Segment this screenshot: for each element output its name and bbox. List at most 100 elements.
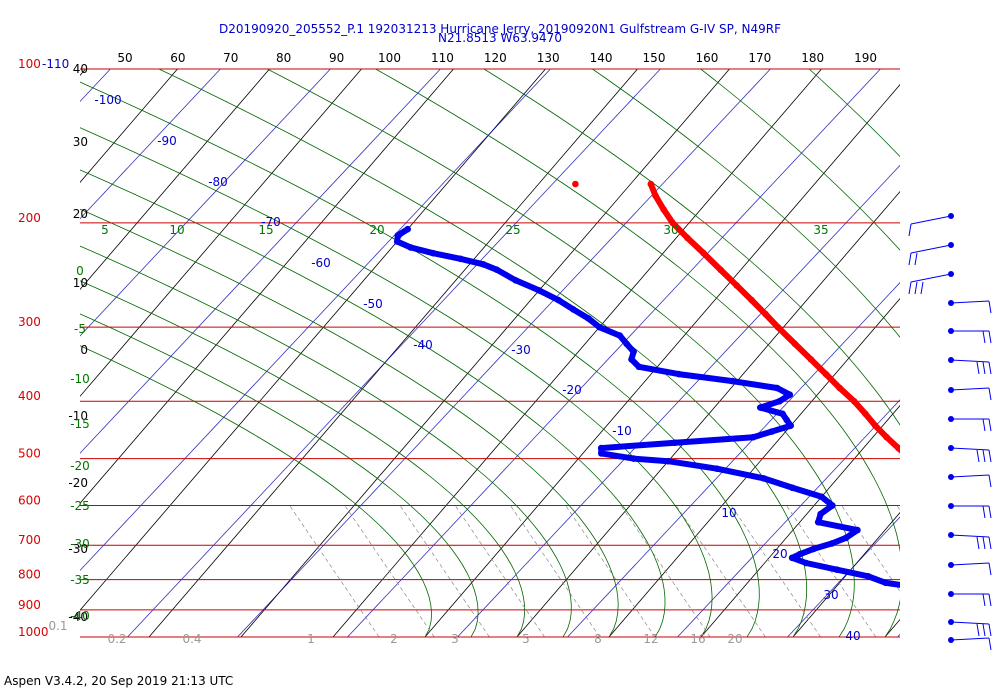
altitude-label: -10 [68, 409, 88, 423]
wind-barb-flag [988, 361, 992, 375]
wind-barb-flag [908, 223, 912, 237]
dry-adiabat-line [676, 399, 900, 637]
pressure-label: 700 [18, 533, 41, 547]
dry-adiabat-label: -40 [413, 338, 433, 352]
isotherm-line [608, 298, 900, 637]
pressure-label: 200 [18, 211, 41, 225]
top-axis-label: 160 [695, 51, 718, 65]
dewpoint-point [635, 363, 643, 371]
wind-barb-flag [982, 593, 986, 607]
dewpoint-point [936, 592, 943, 599]
chart-grid [80, 69, 900, 637]
moist-adiabat-line [80, 81, 760, 637]
isotherm-line [80, 69, 546, 611]
dewpoint-point [749, 433, 757, 441]
dry-adiabat-line [896, 633, 900, 637]
wind-barb-flag [982, 505, 986, 519]
mixing-ratio-line [896, 505, 900, 511]
dewpoint-point [789, 484, 796, 492]
isobar-lines [80, 68, 900, 638]
wind-barb-flag [976, 361, 980, 375]
mixing-ratio-label: 8 [594, 632, 602, 646]
temperature-point [791, 340, 799, 348]
isotherm-line [80, 69, 270, 290]
top-axis-label: 70 [223, 51, 238, 65]
dry-adiabat-line [80, 69, 441, 454]
dewpoint-point [882, 579, 889, 587]
moist-adiabat-line [592, 69, 900, 338]
pressure-label: 900 [18, 598, 41, 612]
dewpoint-point [757, 404, 764, 411]
mixing-ratio-label: 1 [307, 632, 315, 646]
mixing-ratio-label: 2 [390, 632, 398, 646]
moist-adiabat-label: 15 [258, 223, 273, 237]
dry-adiabat-line [786, 516, 900, 637]
wind-barb-flag [988, 449, 992, 463]
moist-adiabat-label: 20 [369, 223, 384, 237]
dewpoint-point [630, 348, 637, 356]
altitude-label: 40 [73, 62, 88, 76]
wind-barb-flag [982, 449, 986, 463]
altitude-label: 10 [73, 276, 88, 290]
dry-adiabat-label: -20 [562, 383, 582, 397]
dewpoint-point [828, 540, 836, 547]
isotherm-line [884, 618, 900, 637]
moist-adiabat-label: 0 [76, 264, 84, 278]
temperature-point [807, 356, 815, 363]
wind-barb-shaft [950, 621, 990, 625]
top-axis-label: 50 [117, 51, 132, 65]
temperature-point [748, 296, 755, 304]
wind-barb-flag [976, 536, 980, 550]
isotherm-line [80, 69, 362, 397]
wind-barbs [908, 213, 992, 651]
temperature-point [916, 465, 923, 472]
temperature-point [717, 266, 724, 274]
temperature-point [822, 370, 830, 378]
dewpoint-point [783, 416, 790, 424]
wind-barb-shaft [950, 637, 990, 641]
moist-adiabat-line [80, 208, 619, 637]
dewpoint-point [394, 232, 402, 239]
temperature-point [862, 410, 869, 418]
moist-adiabat-line [158, 69, 808, 637]
moist-adiabat-label: -5 [74, 322, 86, 336]
temperature-point [924, 475, 931, 482]
isotherm-line [516, 191, 900, 637]
moist-adiabat-label: -25 [70, 499, 90, 513]
dewpoint-point [787, 422, 794, 430]
dry-adiabat-label: 10 [721, 506, 736, 520]
isotherm-line [240, 69, 730, 637]
dewpoint-point [817, 510, 824, 518]
wind-barb-flag [988, 562, 992, 576]
dewpoint-point [713, 465, 721, 473]
top-axis-label: 170 [748, 51, 771, 65]
mixing-ratio-line [841, 505, 900, 593]
wind-barb-flag [976, 623, 980, 637]
temperature-point [990, 551, 997, 558]
moist-adiabat-label: 30 [663, 223, 678, 237]
top-axis-label: 110 [431, 51, 454, 65]
temperature-line [647, 181, 900, 454]
wind-barb-shaft [950, 359, 990, 363]
mixing-ratio-line [399, 505, 490, 637]
moist-adiabat-line [80, 127, 713, 637]
chart-traces [393, 180, 997, 599]
dewpoint-point [671, 439, 679, 447]
temperature-point [974, 527, 981, 534]
dewpoint-point [788, 554, 796, 562]
temperature-point [684, 234, 691, 242]
mixing-ratio-line [620, 505, 711, 637]
dry-adiabat-line [126, 69, 661, 637]
wind-barb-shaft [950, 447, 990, 451]
altitude-label: 30 [73, 135, 88, 149]
moist-adiabat-line [375, 69, 900, 637]
wind-barb-flag [976, 449, 980, 463]
chart-title-line1: D20190920_205552_P.1 192031213 Hurricane… [219, 22, 781, 36]
temperature-point [957, 511, 964, 518]
dewpoint-point [829, 502, 836, 509]
top-axis-label: 180 [801, 51, 824, 65]
isotherm-line [700, 404, 900, 637]
dewpoint-point [768, 428, 776, 435]
dry-adiabat-label: -60 [311, 256, 331, 270]
